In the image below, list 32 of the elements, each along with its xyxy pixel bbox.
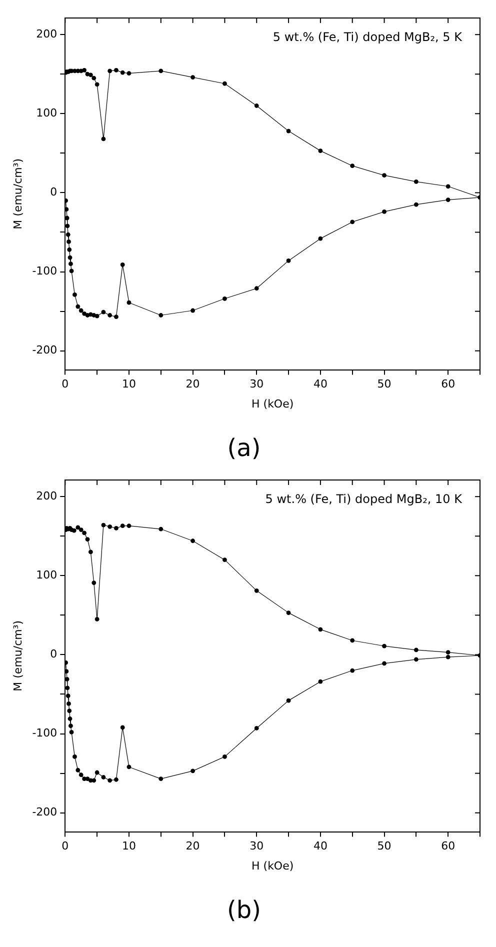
y-tick-label: 200 [36, 27, 58, 40]
x-tick-label: 50 [377, 839, 392, 852]
x-tick-label: 60 [441, 839, 456, 852]
y-tick-label: -200 [32, 344, 58, 357]
x-tick-label: 20 [186, 839, 200, 852]
y-tick-label: 100 [36, 106, 58, 120]
x-tick-label: 10 [122, 839, 136, 852]
x-axis-title: H (kOe) [252, 859, 294, 872]
text: (b) [227, 896, 261, 924]
y-axis-title: M (emu/cm³) [11, 620, 24, 692]
y-tick-label: -100 [32, 264, 58, 278]
x-tick-label: 30 [250, 377, 264, 390]
y-tick-label: 200 [36, 489, 58, 502]
x-axis-title: H (kOe) [252, 397, 294, 410]
text: (a) [227, 434, 261, 462]
x-tick-label: 50 [377, 377, 392, 390]
annotation: 5 wt.% (Fe, Ti) doped MgB₂, 5 K [272, 30, 464, 44]
x-tick-label: 30 [250, 839, 264, 852]
x-tick-label: 60 [441, 377, 456, 390]
x-tick-label: 20 [186, 377, 200, 390]
y-tick-label: -200 [32, 806, 58, 819]
y-tick-label: 100 [36, 568, 58, 582]
y-axis-title: M (emu/cm³) [11, 158, 24, 230]
annotation: 5 wt.% (Fe, Ti) doped MgB₂, 10 K [265, 492, 464, 506]
y-tick-label: 0 [50, 648, 58, 661]
x-tick-label: 0 [62, 839, 69, 852]
x-tick-label: 40 [313, 839, 328, 852]
x-tick-label: 10 [122, 377, 136, 390]
x-tick-label: 40 [313, 377, 328, 390]
x-tick-label: 0 [62, 377, 69, 390]
y-tick-label: -100 [32, 726, 58, 740]
y-tick-label: 0 [50, 186, 58, 199]
